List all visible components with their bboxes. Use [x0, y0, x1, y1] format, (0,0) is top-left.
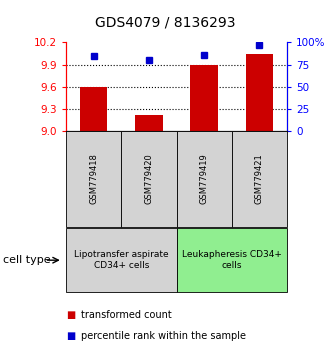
Text: GDS4079 / 8136293: GDS4079 / 8136293 — [95, 16, 235, 30]
Text: percentile rank within the sample: percentile rank within the sample — [81, 331, 246, 341]
Bar — [80, 87, 108, 131]
Text: cell type: cell type — [3, 255, 51, 265]
Text: GSM779418: GSM779418 — [89, 153, 98, 204]
Text: Lipotransfer aspirate
CD34+ cells: Lipotransfer aspirate CD34+ cells — [74, 251, 169, 270]
Bar — [190, 65, 218, 131]
Text: GSM779421: GSM779421 — [255, 153, 264, 204]
Text: GSM779419: GSM779419 — [200, 153, 209, 204]
Text: ■: ■ — [66, 310, 75, 320]
Text: ■: ■ — [66, 331, 75, 341]
Text: transformed count: transformed count — [81, 310, 172, 320]
Bar — [135, 115, 163, 131]
Text: GSM779420: GSM779420 — [145, 153, 153, 204]
Bar — [246, 53, 273, 131]
Text: Leukapheresis CD34+
cells: Leukapheresis CD34+ cells — [182, 251, 282, 270]
